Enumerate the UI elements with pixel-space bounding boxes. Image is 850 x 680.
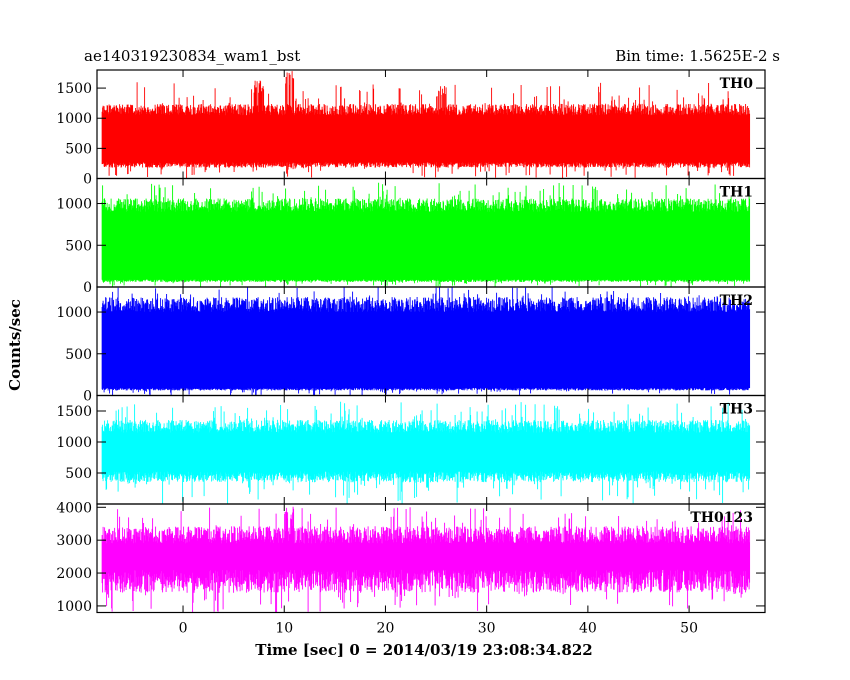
y-tick-label: 500	[65, 466, 92, 482]
y-tick-label: 1500	[56, 404, 92, 420]
x-tick-label: 40	[579, 621, 597, 637]
series-th0123-trace	[101, 506, 751, 613]
chart-subtitle: Bin time: 1.5625E-2 s	[615, 47, 780, 65]
x-tick-label: 10	[275, 621, 293, 637]
chart-title: ae140319230834_wam1_bst	[84, 47, 300, 65]
y-tick-label: 1000	[56, 197, 92, 213]
x-tick-label: 20	[377, 621, 395, 637]
y-tick-label: 1000	[56, 305, 92, 321]
x-tick-label: 30	[478, 621, 496, 637]
series-th2-trace	[101, 287, 751, 396]
x-axis-label: Time [sec] 0 = 2014/03/19 23:08:34.822	[255, 641, 592, 659]
y-tick-label: 500	[65, 347, 92, 363]
y-tick-label: 2000	[56, 566, 92, 582]
x-axis: 0 10 20 30 40 50	[179, 621, 698, 637]
y-tick-label: 1000	[56, 599, 92, 615]
panel-frame	[96, 503, 766, 614]
series-th1-trace	[101, 182, 751, 287]
series-th0-trace	[101, 71, 751, 179]
panel-th1: 0 500 1000 TH1	[56, 177, 766, 296]
series-label-th0123: TH0123	[690, 510, 753, 526]
y-tick-label: 0	[83, 280, 92, 296]
y-tick-label: 1000	[56, 435, 92, 451]
y-tick-label: 1000	[56, 111, 92, 127]
y-tick-label: 3000	[56, 533, 92, 549]
series-label-th1: TH1	[720, 185, 753, 201]
y-tick-label: 500	[65, 141, 92, 157]
series-label-th3: TH3	[720, 402, 753, 418]
y-tick-label: 500	[65, 238, 92, 254]
series-th3-trace	[101, 401, 751, 504]
y-tick-label: 1500	[56, 81, 92, 97]
x-tick-label: 0	[179, 621, 188, 637]
y-tick-label: 0	[83, 172, 92, 188]
panel-th2: 0 500 1000 TH2	[56, 286, 766, 405]
y-axis-label: Counts/sec	[6, 299, 24, 391]
series-label-th0: TH0	[720, 76, 754, 92]
panel-th3: 500 1000 1500 TH3	[56, 394, 766, 505]
panel-th0123: 1000 2000 3000 4000 TH0123	[56, 500, 766, 615]
series-label-th2: TH2	[720, 293, 753, 309]
y-tick-label: 0	[83, 389, 92, 405]
panels: 0 500 1000 1500 TH0 0 500 1000 TH1 0 500 1000 TH2 500…	[56, 69, 766, 615]
panel-th0: 0 500 1000 1500 TH0	[56, 69, 766, 188]
x-tick-label: 50	[680, 621, 698, 637]
y-tick-label: 4000	[56, 500, 92, 516]
